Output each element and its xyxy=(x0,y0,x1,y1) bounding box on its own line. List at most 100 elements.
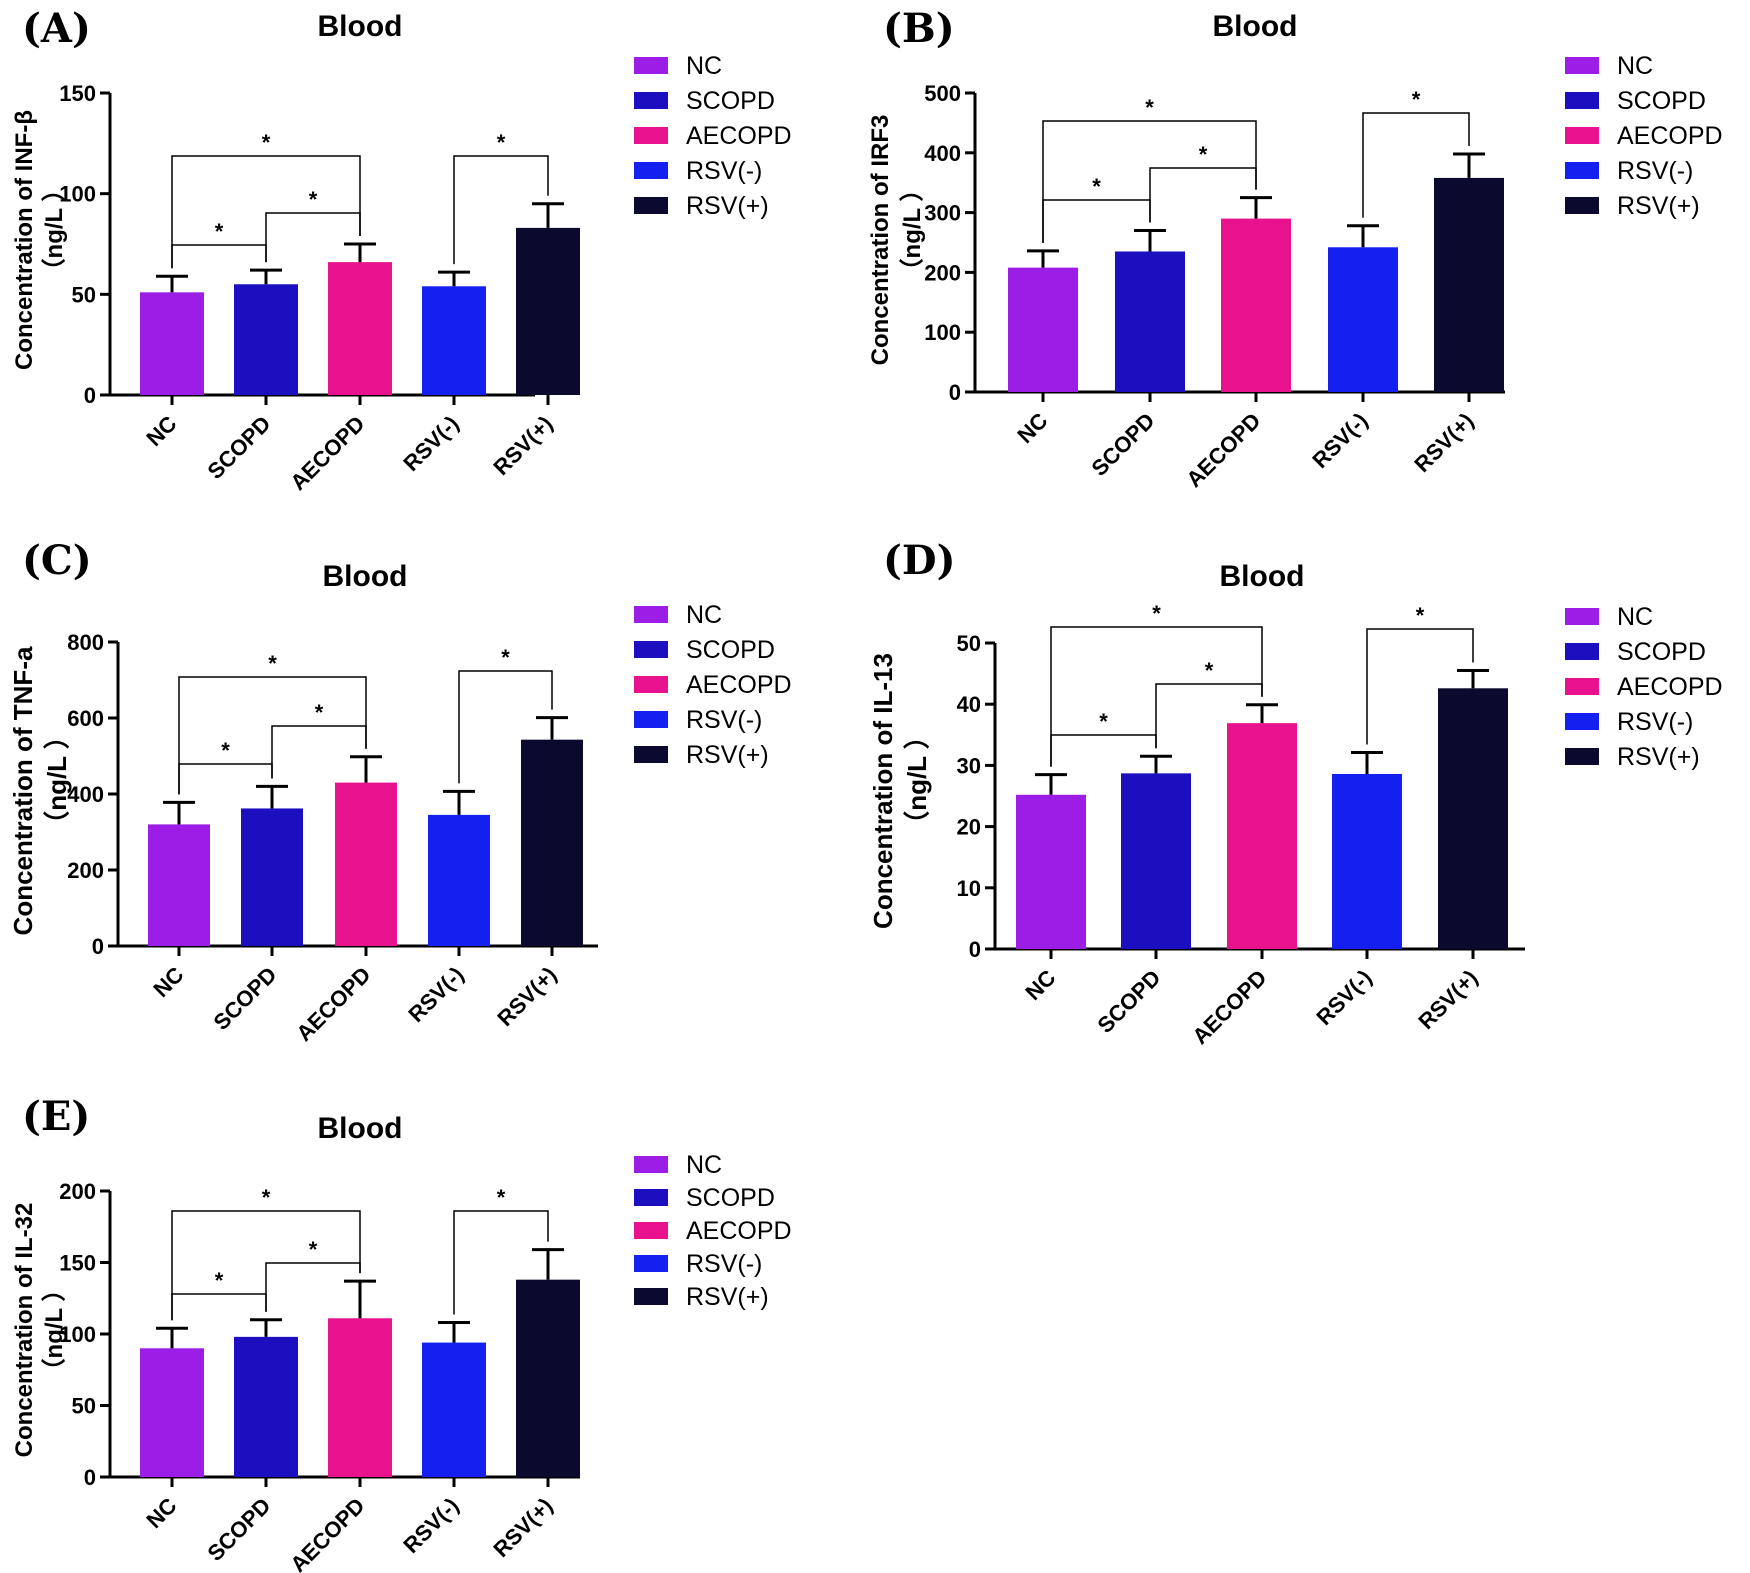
legend-swatch xyxy=(1565,127,1599,144)
legend-label: RSV(+) xyxy=(686,1283,769,1311)
significance-bracket xyxy=(1042,120,1257,243)
legend-swatch xyxy=(1565,92,1599,109)
y-tick-label: 0 xyxy=(949,380,961,405)
significance-star: * xyxy=(1092,174,1101,199)
bar-aecopd xyxy=(335,782,397,946)
y-tick-label: 400 xyxy=(924,141,961,166)
legend-swatch xyxy=(1565,608,1599,625)
bar-nc xyxy=(140,1348,204,1477)
significance-bracket xyxy=(171,1210,361,1321)
legend-swatch xyxy=(1565,713,1599,730)
x-tick-label: RSV(+) xyxy=(492,962,561,1031)
chart-title: Blood xyxy=(318,1112,403,1145)
legend-label: RSV(+) xyxy=(1617,192,1700,220)
significance-star: * xyxy=(215,1268,224,1293)
legend-label: SCOPD xyxy=(686,87,775,115)
y-tick-label: 150 xyxy=(59,1251,96,1276)
y-tick-label: 300 xyxy=(924,201,961,226)
significance-star: * xyxy=(497,1185,506,1210)
legend-label: RSV(-) xyxy=(686,706,762,734)
significance-star: * xyxy=(1099,709,1108,734)
panel-label: (D) xyxy=(883,537,956,584)
y-tick-label: 50 xyxy=(72,282,96,307)
legend-label: AECOPD xyxy=(1617,122,1723,150)
legend-swatch xyxy=(634,711,668,728)
bar-rsvpos xyxy=(521,739,583,946)
bar-rsvneg xyxy=(422,286,486,395)
x-tick-label: SCOPD xyxy=(203,1493,276,1566)
bar-nc xyxy=(1008,267,1078,392)
bar-nc xyxy=(1016,794,1086,949)
legend-label: SCOPD xyxy=(686,1184,775,1212)
y-tick-label: 600 xyxy=(67,706,104,731)
y-tick-label: 0 xyxy=(92,934,104,959)
significance-star: * xyxy=(315,700,324,725)
bar-nc xyxy=(148,824,210,946)
x-tick-label: RSV(+) xyxy=(1413,965,1482,1034)
legend-label: AECOPD xyxy=(686,1217,792,1245)
significance-bracket xyxy=(178,676,367,795)
bar-rsvneg xyxy=(428,814,490,946)
x-tick-label: NC xyxy=(141,411,181,451)
legend-swatch xyxy=(634,127,668,144)
legend-swatch xyxy=(634,746,668,763)
x-tick-label: AECOPD xyxy=(285,1493,369,1573)
bar-rsvpos xyxy=(1434,177,1504,392)
significance-bracket xyxy=(1362,112,1470,218)
x-tick-label: RSV(-) xyxy=(1307,408,1372,473)
x-tick-label: RSV(-) xyxy=(398,1493,463,1558)
y-tick-label: 10 xyxy=(957,876,981,901)
x-tick-label: AECOPD xyxy=(291,962,375,1046)
bar-rsvpos xyxy=(516,227,580,395)
chart-title: Blood xyxy=(1213,10,1298,43)
significance-bracket xyxy=(1050,626,1263,767)
significance-bracket xyxy=(171,244,267,269)
panel-label: (B) xyxy=(883,5,955,52)
significance-star: * xyxy=(1199,142,1208,167)
bar-rsvneg xyxy=(1328,247,1398,392)
x-tick-label: RSV(-) xyxy=(398,411,463,476)
y-axis-label: Concentration of IRF3 xyxy=(867,115,894,366)
y-tick-label: 40 xyxy=(957,692,981,717)
bar-aecopd xyxy=(328,262,392,395)
significance-bracket xyxy=(1042,199,1151,243)
x-tick-label: NC xyxy=(1012,408,1052,448)
bar-rsvneg xyxy=(1332,773,1402,949)
significance-star: * xyxy=(262,1185,271,1210)
significance-bracket xyxy=(171,1293,267,1321)
bar-scopd xyxy=(234,284,298,395)
bar-aecopd xyxy=(1221,218,1291,392)
significance-star: * xyxy=(309,187,318,212)
y-axis-label: Concentration of IL-32 xyxy=(11,1203,38,1458)
legend-label: NC xyxy=(686,52,722,80)
y-tick-label: 50 xyxy=(957,631,981,656)
legend-swatch xyxy=(634,1189,668,1206)
legend-swatch xyxy=(634,197,668,214)
y-tick-label: 0 xyxy=(84,383,96,408)
bar-aecopd xyxy=(1227,723,1297,949)
significance-star: * xyxy=(1416,603,1425,628)
x-tick-label: NC xyxy=(148,962,188,1002)
y-tick-label: 200 xyxy=(924,260,961,285)
x-tick-label: AECOPD xyxy=(285,411,369,495)
legend-label: AECOPD xyxy=(686,671,792,699)
legend-label: NC xyxy=(686,1151,722,1179)
significance-bracket xyxy=(1149,167,1257,223)
significance-star: * xyxy=(1412,87,1421,112)
chart-panel-c: (C) Blood Concentration of TNF-a （ng/L ） 0 20… xyxy=(8,537,792,1046)
significance-bracket xyxy=(271,725,367,779)
y-axis-unit: （ng/L ） xyxy=(41,1278,68,1383)
bar-nc xyxy=(140,292,204,395)
significance-bracket xyxy=(453,1210,549,1315)
legend-swatch xyxy=(1565,643,1599,660)
significance-star: * xyxy=(268,651,277,676)
bar-scopd xyxy=(1121,773,1191,949)
x-tick-label: SCOPD xyxy=(1087,408,1160,481)
y-axis-unit: （ng/L ） xyxy=(42,723,72,837)
legend-label: RSV(+) xyxy=(1617,743,1700,771)
chart-panel-d: (D) Blood Concentration of IL-13 （ng/L ） 0 10… xyxy=(868,537,1723,1049)
y-tick-label: 400 xyxy=(67,782,104,807)
significance-bracket xyxy=(458,670,553,784)
panel-label: (A) xyxy=(22,5,91,52)
legend-swatch xyxy=(634,1156,668,1173)
